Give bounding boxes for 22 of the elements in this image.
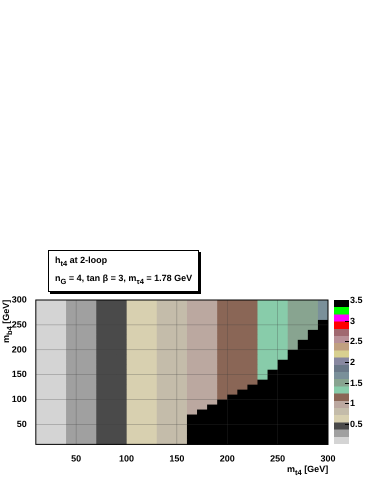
x-tick-label: 100 — [118, 453, 134, 464]
color-bar-label: 1 — [350, 397, 356, 410]
color-bar-label: 2 — [350, 356, 356, 368]
x-tick-label: 50 — [71, 453, 82, 464]
x-tick-label: 250 — [270, 453, 286, 464]
y-tick-label: 300 — [12, 294, 27, 304]
x-tick-label: 300 — [320, 453, 336, 464]
y-tick-label: 150 — [12, 369, 27, 380]
color-bar-label: 0.5 — [350, 418, 363, 430]
color-bar-label: 3.5 — [350, 294, 363, 306]
y-tick-label: 100 — [12, 394, 27, 404]
x-tick-label: 200 — [220, 453, 235, 464]
chart-subtitle: n$_{G}$ = 4, tan β = 3, m$_{τ4}$ = 1.78 GeV — [55, 272, 192, 288]
x-axis-title: m$_{t4}$ [GeV] — [287, 464, 328, 478]
x-tick-label: 150 — [169, 453, 184, 464]
y-tick-label: 50 — [16, 418, 27, 429]
y-tick-label: 250 — [12, 319, 27, 330]
y-tick-label: 200 — [12, 344, 27, 354]
color-bar-label: 1.5 — [350, 376, 363, 388]
chart-title: h$_{t4}$ at 2-loop — [55, 254, 108, 270]
color-bar-label: 3 — [350, 314, 356, 327]
color-bar-label: 2.5 — [350, 335, 363, 348]
